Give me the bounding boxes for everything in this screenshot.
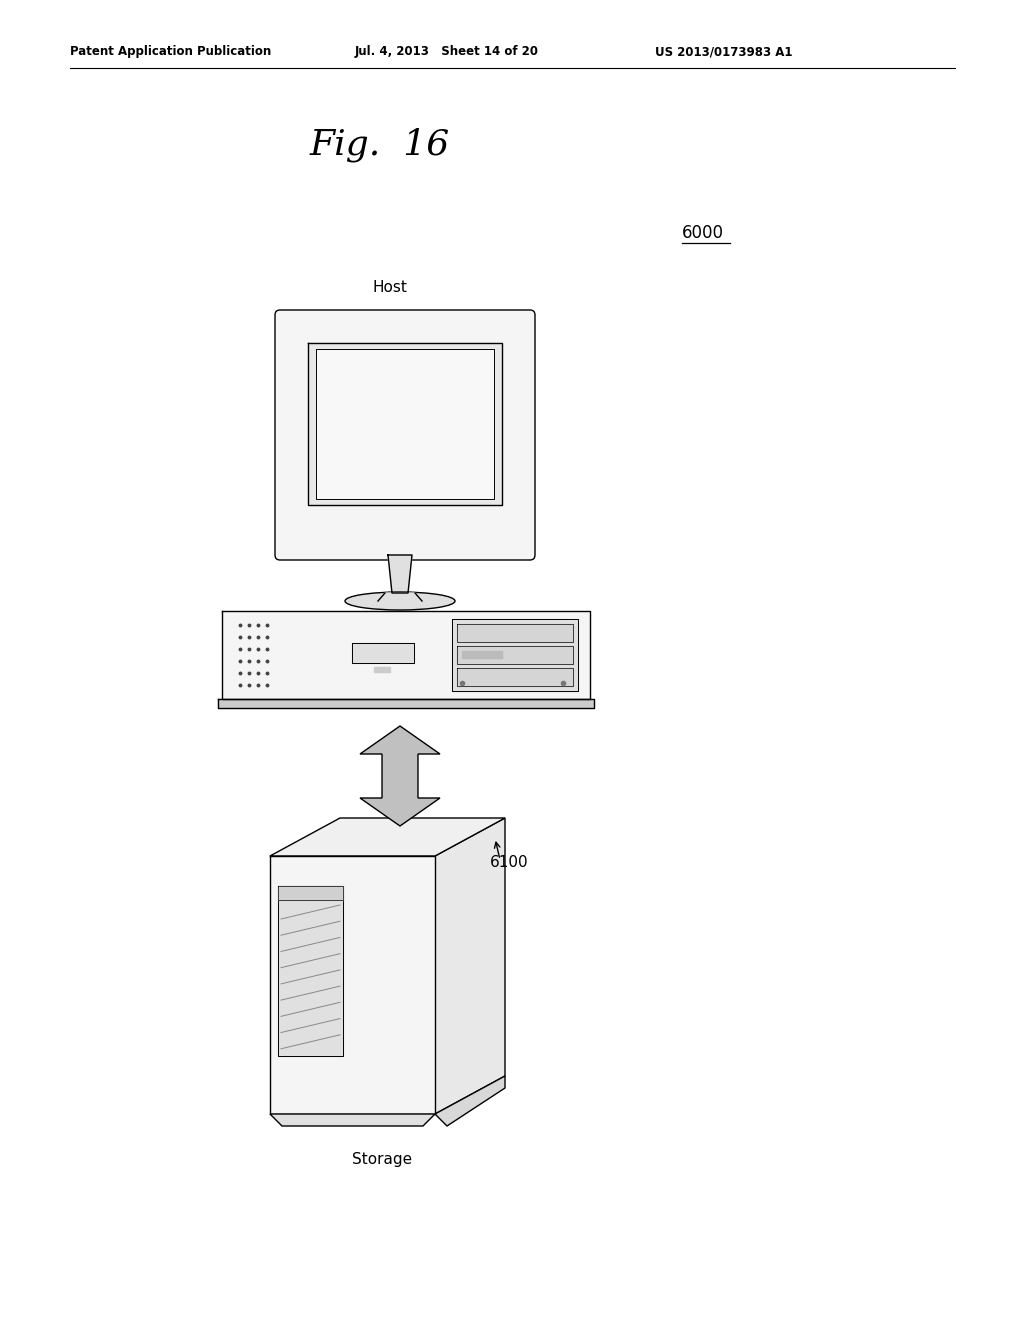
Text: Host: Host [373,280,408,294]
Polygon shape [435,818,505,1114]
Polygon shape [435,1076,505,1126]
Text: Jul. 4, 2013   Sheet 14 of 20: Jul. 4, 2013 Sheet 14 of 20 [355,45,539,58]
Polygon shape [316,348,494,499]
Polygon shape [374,667,390,672]
Polygon shape [462,651,502,657]
Polygon shape [457,668,573,686]
Polygon shape [278,886,343,1056]
Polygon shape [222,611,590,700]
Polygon shape [457,645,573,664]
Text: Fig.  16: Fig. 16 [310,128,451,162]
Polygon shape [278,886,343,900]
Text: 6000: 6000 [682,224,724,242]
Polygon shape [308,343,502,506]
Polygon shape [270,1114,435,1126]
Text: US 2013/0173983 A1: US 2013/0173983 A1 [655,45,793,58]
Polygon shape [270,818,505,855]
Text: 6100: 6100 [490,855,528,870]
Text: Patent Application Publication: Patent Application Publication [70,45,271,58]
Polygon shape [378,593,422,601]
Polygon shape [452,619,578,690]
Polygon shape [218,700,594,708]
Polygon shape [457,624,573,642]
Polygon shape [388,554,412,593]
Polygon shape [270,855,435,1114]
Text: Storage: Storage [352,1152,412,1167]
Ellipse shape [345,591,455,610]
Polygon shape [352,643,414,663]
Polygon shape [360,726,440,826]
FancyBboxPatch shape [275,310,535,560]
